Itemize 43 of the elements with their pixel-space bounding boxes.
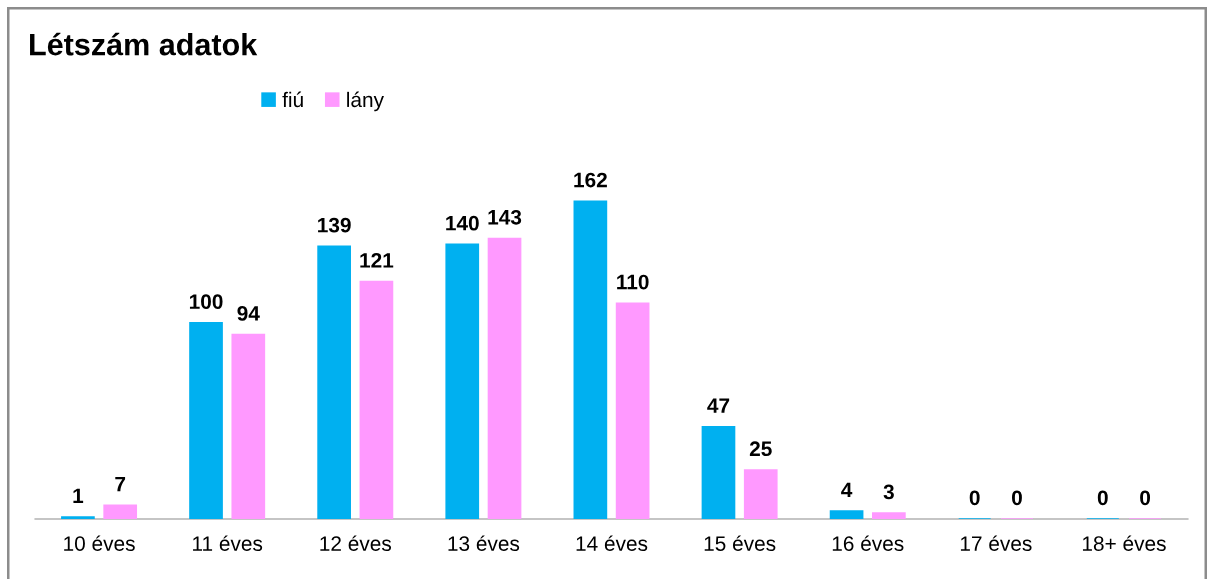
data-label: 47 [707,398,730,413]
legend-label: lány [347,91,384,112]
data-label: 139 [318,217,351,233]
x-tick-label: 18+ éves [1082,535,1166,551]
chart-title: Létszám adatok [30,32,258,56]
data-label: 0 [1140,490,1151,506]
data-label: 143 [488,209,522,225]
data-label: 100 [189,294,223,309]
data-label: 0 [969,490,980,506]
bar [701,425,736,519]
data-label: 1 [73,488,84,503]
bar [359,280,394,519]
bar [103,504,138,519]
bar [445,243,480,519]
bar [829,510,864,519]
x-tick-label: 11 éves [193,535,263,551]
data-label: 0 [1012,490,1022,506]
bar [317,245,351,519]
data-label: 94 [237,306,260,321]
bar [615,302,650,519]
data-label: 162 [574,172,607,188]
x-tick-label: 14 éves [576,535,648,551]
bar [189,322,223,519]
x-tick-label: 12 éves [320,535,392,551]
bar [231,333,266,519]
data-label: 121 [360,253,394,268]
x-tick-label: 10 éves [64,535,135,551]
data-label: 25 [749,441,772,457]
data-label: 4 [841,482,853,498]
data-label: 0 [1097,490,1108,506]
bar [743,469,778,519]
x-tick-label: 15 éves [704,535,776,551]
legend-label: fiú [282,91,303,108]
x-tick-label: 13 éves [448,535,520,551]
bar [573,200,608,519]
data-label: 140 [446,215,479,231]
bar [487,237,522,519]
bar [872,512,906,519]
x-tick-label: 17 éves [960,535,1032,551]
data-label: 3 [883,484,894,500]
data-label: 7 [115,476,126,492]
x-tick-label: 16 éves [832,535,904,551]
data-label: 110 [617,274,649,290]
